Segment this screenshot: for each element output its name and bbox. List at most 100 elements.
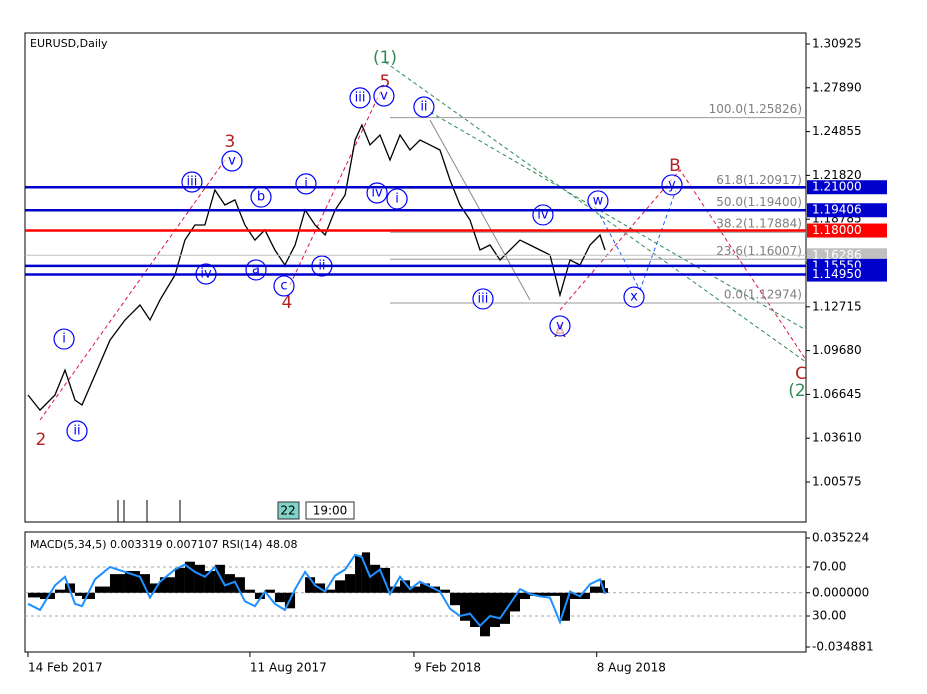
level-label-bg	[807, 203, 887, 218]
wave-label: 3	[225, 132, 236, 152]
macd-bar	[174, 567, 185, 593]
macd-bar	[254, 592, 265, 599]
wave-circle	[221, 150, 243, 172]
x-tick-label: 9 Feb 2018	[414, 661, 481, 675]
macd-bar	[355, 555, 362, 593]
y-tick-label: 1.24855	[812, 124, 862, 138]
macd-bar	[370, 564, 381, 593]
macd-bar	[450, 592, 461, 606]
macd-bar	[390, 586, 401, 593]
time-box	[277, 501, 300, 520]
wave-label: (2	[788, 381, 805, 401]
macd-bar	[604, 588, 608, 593]
y-tick-label: 1.09680	[812, 343, 862, 357]
wave-label: iii	[478, 291, 489, 306]
macd-bar	[74, 592, 83, 596]
macd-bar	[589, 586, 600, 593]
wave-label: a	[252, 262, 260, 277]
wave-label: x	[630, 290, 638, 305]
macd-bar	[214, 564, 225, 593]
macd-bar	[420, 583, 431, 593]
macd-bar	[519, 592, 530, 599]
macd-bar	[194, 564, 205, 593]
wave-line	[429, 111, 806, 331]
fib-label: 0.0(1.12974)	[724, 288, 802, 302]
level-label: 1.19406	[812, 203, 862, 217]
wave-circle	[386, 188, 408, 210]
fib-label: 100.0(1.25826)	[709, 102, 802, 116]
y-tick-label: 1.27890	[812, 80, 862, 94]
macd-bar	[510, 592, 520, 612]
y2-tick-label: 30.00	[812, 609, 846, 623]
wave-label: 2	[36, 430, 47, 450]
wave-label: 4	[282, 293, 293, 313]
macd-bar	[234, 577, 245, 593]
macd-bar	[460, 592, 471, 621]
level-label: 1.16286	[812, 248, 862, 262]
wave-label: w	[593, 193, 604, 208]
wave-label: ii	[73, 423, 80, 438]
y-tick-label: 1.03610	[812, 431, 862, 445]
macd-bar	[569, 592, 580, 599]
macd-bar	[264, 589, 275, 593]
wave-line	[384, 61, 806, 363]
level-label-bg	[807, 248, 887, 263]
macd-bar	[109, 574, 125, 593]
y-tick-label: -0.034881	[812, 639, 874, 653]
macd-bar	[184, 561, 195, 593]
macd-bar	[82, 592, 95, 599]
wave-label: i	[62, 332, 66, 347]
fib-label: 23.6(1.16007)	[716, 244, 802, 258]
wave-circle	[623, 286, 645, 308]
macd-bar	[400, 580, 411, 593]
wave-circle	[472, 288, 494, 310]
macd-bar	[470, 592, 481, 627]
y-tick-label: 1.30925	[812, 36, 862, 50]
macd-bar	[54, 589, 65, 593]
wave-line	[289, 81, 386, 286]
y-tick-label: 1.06645	[812, 387, 862, 401]
wave-label: i	[395, 191, 399, 206]
wave-label: ii	[420, 99, 427, 114]
wave-label: iii	[355, 90, 366, 105]
macd-bar	[410, 586, 421, 593]
macd-bar	[27, 592, 40, 598]
fib-label: 61.8(1.20917)	[716, 173, 802, 187]
wave-circle	[549, 315, 571, 337]
wave-circle	[53, 328, 75, 350]
indicator-title: MACD(5,34,5) 0.003319 0.007107 RSI(14) 4…	[30, 538, 297, 551]
y2-tick-label: 70.00	[812, 560, 846, 574]
wave-circle	[373, 85, 395, 107]
wave-circle	[349, 87, 371, 109]
rsi-line	[27, 553, 606, 628]
level-label: 1.21000	[812, 180, 862, 194]
macd-bar	[490, 592, 501, 627]
wave-label: B	[669, 156, 681, 176]
time-label: 19:00	[313, 504, 348, 518]
y-tick-label: 0.000000	[812, 585, 869, 599]
level-label-bg	[807, 223, 887, 238]
wave-label: v	[228, 153, 236, 168]
macd-bar	[500, 592, 511, 624]
period-separators	[117, 500, 181, 522]
macd-bar	[539, 592, 550, 596]
macd-bar	[335, 580, 346, 593]
wave-label: iii	[187, 175, 198, 190]
macd-bar	[579, 592, 590, 599]
wave-circle	[295, 173, 317, 195]
macd-bar	[440, 589, 451, 593]
x-tick-label: 11 Aug 2017	[250, 661, 327, 675]
fib-label: 38.2(1.17884)	[716, 217, 802, 231]
wave-label: i	[304, 176, 308, 191]
wave-label: iv	[371, 186, 383, 201]
fib-label: 50.0(1.19400)	[716, 195, 802, 209]
macd-bar	[480, 592, 491, 637]
y-tick-label: 1.00575	[812, 474, 862, 488]
chart-title: EURUSD,Daily	[30, 37, 108, 50]
level-label: 1.14950	[812, 267, 862, 281]
macd-bar	[345, 574, 356, 593]
wave-label: b	[257, 190, 265, 205]
macd-bar	[305, 577, 316, 593]
macd-bar	[204, 571, 215, 593]
